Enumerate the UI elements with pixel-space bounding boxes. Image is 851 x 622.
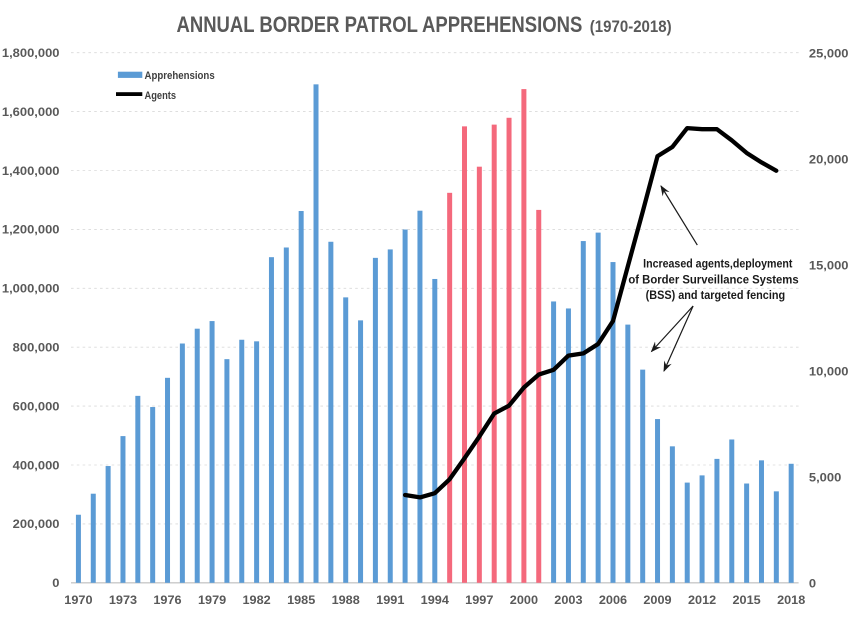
svg-text:15,000: 15,000 [809, 260, 849, 272]
svg-text:Apprehensions: Apprehensions [145, 70, 215, 82]
svg-text:0: 0 [52, 578, 59, 590]
svg-text:1,200,000: 1,200,000 [2, 225, 60, 237]
svg-text:Agents: Agents [145, 90, 177, 102]
svg-text:1982: 1982 [243, 595, 271, 607]
svg-text:5,000: 5,000 [809, 472, 841, 484]
svg-text:1994: 1994 [421, 595, 450, 607]
svg-text:of Border Surveillance System: of Border Surveillance Systems [628, 272, 799, 286]
svg-text:2012: 2012 [688, 595, 716, 607]
svg-text:400,000: 400,000 [13, 460, 60, 472]
svg-text:25,000: 25,000 [809, 48, 849, 60]
svg-text:(1970-2018): (1970-2018) [590, 17, 672, 36]
svg-text:2003: 2003 [554, 595, 582, 607]
svg-text:20,000: 20,000 [809, 154, 849, 166]
svg-text:1,600,000: 1,600,000 [2, 107, 60, 119]
svg-text:2006: 2006 [599, 595, 627, 607]
svg-text:1997: 1997 [465, 595, 493, 607]
svg-text:600,000: 600,000 [13, 401, 60, 413]
svg-text:2009: 2009 [643, 595, 671, 607]
svg-text:2000: 2000 [510, 595, 538, 607]
svg-text:800,000: 800,000 [13, 343, 60, 355]
svg-text:1973: 1973 [109, 595, 137, 607]
svg-text:1985: 1985 [287, 595, 316, 607]
svg-text:1979: 1979 [198, 595, 226, 607]
svg-text:1988: 1988 [332, 595, 361, 607]
svg-text:200,000: 200,000 [13, 519, 60, 531]
svg-text:ANNUAL BORDER PATROL APPREHENS: ANNUAL BORDER PATROL APPREHENSIONS [177, 12, 583, 37]
svg-text:1991: 1991 [376, 595, 405, 607]
svg-text:10,000: 10,000 [809, 366, 849, 378]
svg-text:0: 0 [809, 578, 816, 590]
svg-text:2018: 2018 [777, 595, 806, 607]
svg-text:2015: 2015 [733, 595, 762, 607]
svg-text:1,000,000: 1,000,000 [2, 284, 60, 296]
svg-text:1,400,000: 1,400,000 [2, 166, 60, 178]
svg-text:(BSS) and targeted fencing: (BSS) and targeted fencing [646, 288, 786, 302]
svg-text:1976: 1976 [153, 595, 181, 607]
svg-text:1970: 1970 [64, 595, 92, 607]
svg-text:Increased agents,deployment: Increased agents,deployment [643, 257, 792, 271]
svg-text:1,800,000: 1,800,000 [2, 48, 60, 60]
